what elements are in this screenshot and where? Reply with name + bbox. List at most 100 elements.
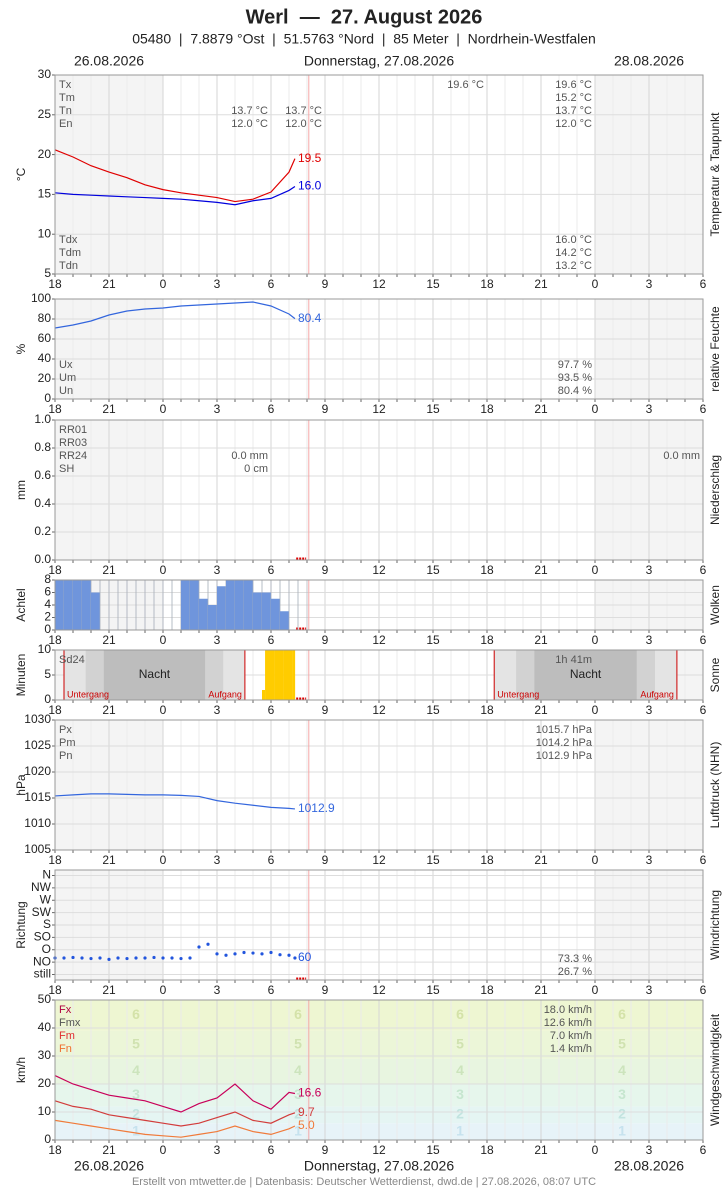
panel-title: relative Feuchte — [708, 306, 722, 392]
stat-value: 73.3 % — [558, 953, 592, 965]
bar — [285, 650, 289, 700]
stat-value: 13.7 °C — [231, 105, 268, 117]
panel-title: Wolken — [708, 585, 722, 625]
x-tick-label: 0 — [592, 563, 599, 577]
plot-border — [54, 419, 704, 561]
date-label: 26.08.2026 — [74, 53, 144, 69]
y-tick-label: 1005 — [24, 842, 51, 856]
point — [71, 955, 75, 960]
x-tick-label: 6 — [268, 633, 275, 647]
stat-value: 13.7 °C — [555, 105, 592, 117]
y-tick-label: 40 — [38, 351, 52, 365]
point — [188, 956, 192, 960]
x-tick-label: 15 — [426, 703, 440, 717]
x-tick-label: 0 — [160, 563, 167, 577]
point — [197, 945, 201, 949]
x-tick-label: 3 — [646, 563, 653, 577]
x-tick-label: 21 — [534, 853, 548, 867]
bar — [289, 650, 293, 700]
x-tick-label: 18 — [480, 853, 494, 867]
point — [224, 953, 228, 957]
point — [293, 956, 297, 960]
y-tick-label: 0.8 — [34, 440, 51, 454]
night-label: Nacht — [139, 667, 171, 681]
x-tick-label: 15 — [426, 983, 440, 997]
x-tick-label: 3 — [214, 277, 221, 291]
beaufort-label: 1 — [456, 1122, 464, 1138]
y-tick-label: 10 — [38, 226, 52, 240]
x-tick-label: 6 — [268, 402, 275, 416]
beaufort-label: 1 — [132, 1122, 140, 1138]
x-tick-label: 21 — [102, 563, 116, 577]
x-tick-label: 6 — [700, 277, 707, 291]
y-tick-label: O — [42, 942, 51, 956]
point — [80, 956, 84, 960]
x-tick-label: 0 — [592, 402, 599, 416]
plot-border — [54, 869, 704, 981]
point — [251, 951, 255, 955]
stat-value: 18.0 km/h — [544, 1004, 592, 1016]
x-tick-label: 6 — [700, 402, 707, 416]
line — [54, 1119, 296, 1138]
x-tick-label: 6 — [700, 633, 707, 647]
point — [62, 956, 66, 960]
bar — [253, 592, 262, 630]
stat-label: RR01 — [59, 424, 87, 436]
x-tick-label: 12 — [372, 402, 386, 416]
point — [107, 957, 111, 961]
y-tick-label: 25 — [38, 107, 52, 121]
beaufort-label: 4 — [294, 1062, 302, 1078]
y-tick-label: NW — [31, 880, 52, 894]
value-label: 9.7 — [298, 1105, 315, 1119]
footer: Erstellt von mtwetter.de | Datenbasis: D… — [132, 1176, 596, 1188]
beaufort-label: 2 — [618, 1106, 626, 1122]
sunset-label: Untergang — [497, 689, 539, 699]
point — [278, 953, 282, 957]
x-tick-label: 0 — [160, 983, 167, 997]
x-tick-label: 12 — [372, 633, 386, 647]
point — [89, 956, 93, 961]
x-tick-label: 12 — [372, 983, 386, 997]
beaufort-label: 5 — [618, 1036, 626, 1052]
x-tick-label: 9 — [322, 703, 329, 717]
x-tick-label: 18 — [48, 1143, 62, 1157]
y-tick-label: 0 — [44, 622, 51, 636]
value-label: 16.6 — [298, 1086, 322, 1100]
bar — [199, 598, 208, 630]
stat-value: 93.5 % — [558, 372, 592, 384]
beaufort-label: 6 — [294, 1006, 302, 1022]
y-tick-label: still — [34, 967, 51, 981]
stat-value: 14.2 °C — [555, 247, 592, 259]
x-tick-label: 21 — [102, 277, 116, 291]
date-label: 28.08.2026 — [614, 1158, 684, 1174]
beaufort-label: 5 — [132, 1036, 140, 1052]
y-tick-label: 20 — [38, 1076, 52, 1090]
x-tick-label: 21 — [102, 853, 116, 867]
x-tick-label: 3 — [214, 563, 221, 577]
panel-title: Sonne — [708, 657, 722, 692]
y-tick-label: 4 — [44, 597, 51, 611]
beaufort-label: 2 — [294, 1106, 302, 1122]
x-tick-label: 0 — [592, 703, 599, 717]
x-tick-label: 0 — [592, 277, 599, 291]
bar — [217, 586, 226, 630]
y-axis-label: Minuten — [14, 654, 28, 697]
beaufort-label: 5 — [456, 1036, 464, 1052]
x-tick-label: 9 — [322, 633, 329, 647]
stat-value: 1h 41m — [555, 654, 592, 666]
beaufort-label: 5 — [294, 1036, 302, 1052]
stat-value: 12.0 °C — [555, 118, 592, 130]
bar — [283, 650, 287, 700]
sunrise-label: Aufgang — [640, 689, 674, 699]
x-tick-label: 6 — [700, 1143, 707, 1157]
y-tick-label: 60 — [38, 331, 52, 345]
x-tick-label: 3 — [646, 402, 653, 416]
y-tick-label: W — [40, 892, 52, 906]
beaufort-label: 4 — [618, 1062, 626, 1078]
y-tick-label: 0 — [44, 692, 51, 706]
line — [54, 1075, 296, 1113]
value-label: 5.0 — [298, 1118, 315, 1132]
stat-label: Un — [59, 385, 73, 397]
x-tick-label: 3 — [214, 402, 221, 416]
point — [269, 950, 273, 955]
